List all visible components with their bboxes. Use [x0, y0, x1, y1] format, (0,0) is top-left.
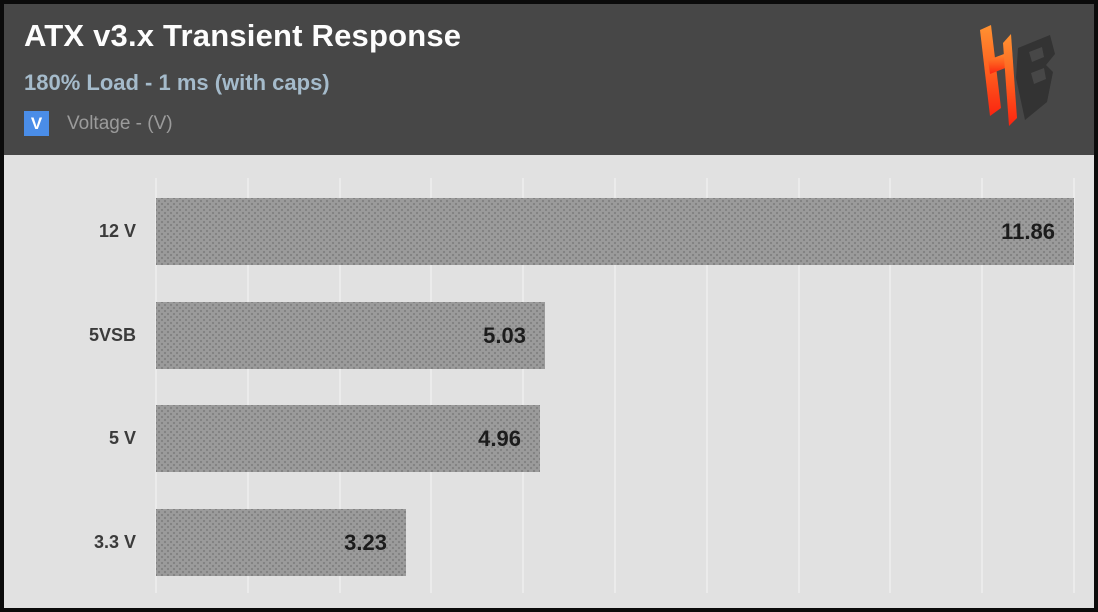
hardware-busters-logo-icon [980, 25, 1055, 126]
gridline [889, 178, 892, 593]
gridline [981, 178, 984, 593]
gridline [430, 178, 433, 593]
bar: 5.03 [156, 301, 545, 369]
chart-title: ATX v3.x Transient Response [24, 18, 462, 53]
category-label: 5VSB [88, 324, 136, 345]
bar: 4.96 [156, 405, 540, 472]
gridline [155, 178, 157, 593]
gridline [797, 178, 800, 593]
category-label: 5 V [108, 428, 136, 448]
gridline [614, 178, 616, 593]
legend-swatch: V [24, 111, 49, 136]
gridline [522, 178, 525, 593]
legend: V Voltage - (V) [24, 111, 173, 136]
bar-chart-plot-area: 12 V 11.86 5VSB 5.03 5 V 4.96 3.3 V 3.23 [4, 155, 1094, 608]
legend-label: Voltage - (V) [67, 112, 173, 134]
bar-value-label: 4.96 [478, 426, 521, 451]
bar-value-label: 3.23 [344, 529, 387, 555]
gridline [246, 178, 249, 593]
category-label: 3.3 V [93, 531, 136, 552]
gridline [1073, 178, 1075, 593]
bar-row: 5 V 4.96 [4, 405, 1094, 472]
category-label: 12 V [98, 221, 136, 241]
bar-row: 12 V 11.86 [4, 198, 1094, 265]
bar: 3.23 [156, 508, 406, 576]
bar-row: 5VSB 5.03 [4, 301, 1094, 369]
gridline [705, 178, 708, 593]
chart-header: ATX v3.x Transient Response 180% Load - … [4, 4, 1094, 155]
bar: 11.86 [156, 198, 1074, 265]
bar-value-label: 5.03 [483, 322, 526, 348]
bar-row: 3.3 V 3.23 [4, 508, 1094, 576]
chart-subtitle: 180% Load - 1 ms (with caps) [24, 70, 330, 95]
gridline [338, 178, 341, 593]
bar-value-label: 11.86 [1001, 219, 1055, 244]
